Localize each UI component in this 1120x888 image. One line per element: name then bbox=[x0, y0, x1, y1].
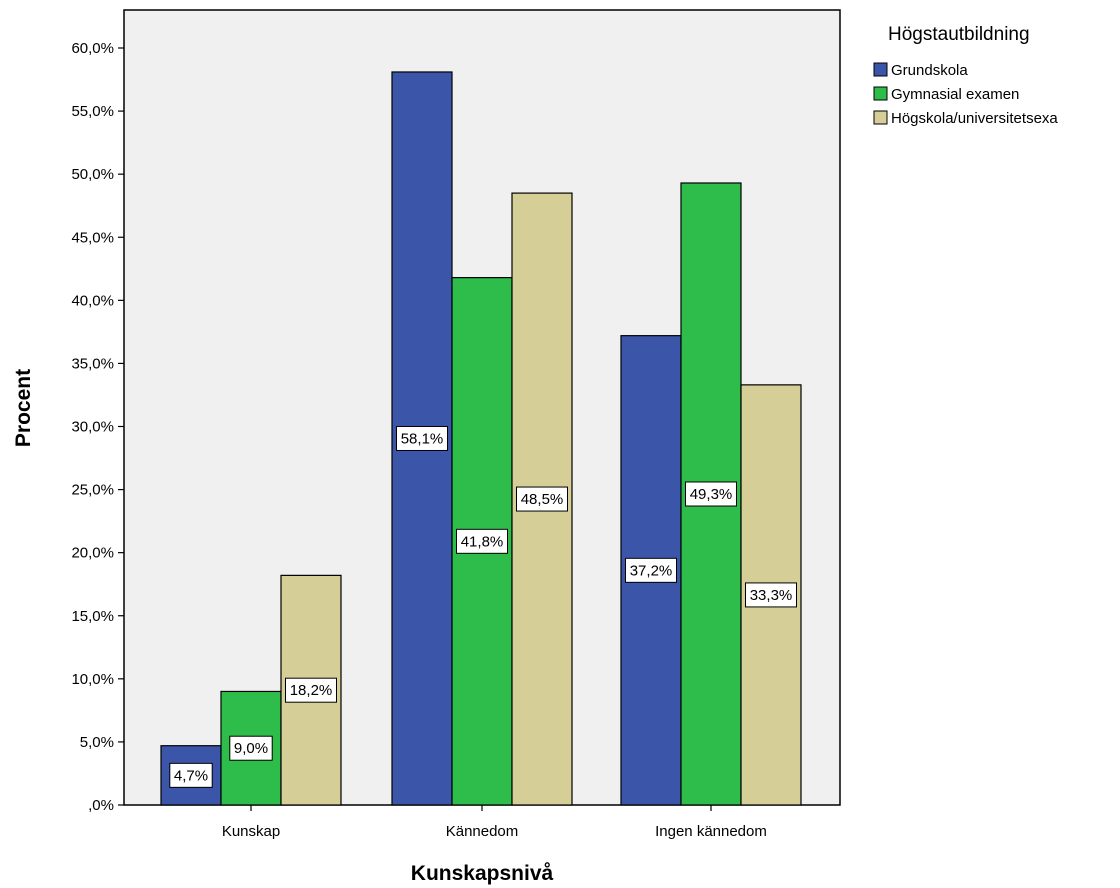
legend: Högstautbildning Grundskola Gymnasial exa… bbox=[873, 24, 1058, 127]
x-tick-label: Kännedom bbox=[446, 823, 519, 840]
y-tick-label: 10,0% bbox=[71, 671, 114, 688]
y-tick-label: 60,0% bbox=[71, 40, 114, 57]
data-labels: 4,7% 9,0% 18,2% 58,1% 41,8% 48,5% 37,2% 49,3% 33… bbox=[169, 425, 797, 788]
data-label: 49,3% bbox=[685, 481, 737, 507]
legend-label: Högskola/universitetsexa bbox=[891, 110, 1058, 127]
x-tick-label: Ingen kännedom bbox=[655, 823, 767, 840]
y-tick-label: 25,0% bbox=[71, 482, 114, 499]
legend-label: Grundskola bbox=[891, 62, 968, 79]
legend-swatch bbox=[873, 86, 888, 101]
data-label: 33,3% bbox=[745, 582, 797, 608]
y-tick-label: 5,0% bbox=[80, 734, 114, 751]
y-tick-label: 55,0% bbox=[71, 103, 114, 120]
data-label-text: 4,7% bbox=[174, 767, 208, 784]
x-tick-label: Kunskap bbox=[222, 823, 280, 840]
data-label-box bbox=[685, 481, 737, 507]
data-label: 37,2% bbox=[625, 557, 677, 583]
data-label: 41,8% bbox=[456, 528, 508, 554]
y-tick-label: 30,0% bbox=[71, 419, 114, 436]
data-label-text: 9,0% bbox=[234, 740, 268, 757]
y-tick-label: 15,0% bbox=[71, 608, 114, 625]
legend-swatch bbox=[873, 62, 888, 77]
legend-swatch bbox=[873, 110, 888, 125]
data-label-text: 41,8% bbox=[461, 533, 504, 550]
data-label-box bbox=[516, 486, 568, 512]
legend-label: Gymnasial examen bbox=[891, 86, 1019, 103]
y-axis-title: Procent bbox=[12, 369, 35, 447]
y-tick-label: 50,0% bbox=[71, 166, 114, 183]
data-label: 18,2% bbox=[285, 677, 337, 703]
data-label-box bbox=[229, 735, 273, 761]
legend-title: Högstautbildning bbox=[888, 24, 1030, 45]
data-label-text: 58,1% bbox=[401, 430, 444, 447]
y-tick-label: 40,0% bbox=[71, 292, 114, 309]
data-label-box bbox=[285, 677, 337, 703]
data-label-box bbox=[396, 425, 448, 451]
y-tick-label: 35,0% bbox=[71, 355, 114, 372]
data-label: 4,7% bbox=[169, 762, 213, 788]
y-axis: ,0% 5,0% 10,0% 15,0% 20,0% 25,0% 30,0% 35,0% 40,… bbox=[71, 40, 124, 814]
y-tick-label: ,0% bbox=[88, 797, 114, 814]
data-label: 48,5% bbox=[516, 486, 568, 512]
data-label-text: 37,2% bbox=[630, 562, 673, 579]
data-label-box bbox=[745, 582, 797, 608]
data-label-box bbox=[456, 528, 508, 554]
y-tick-label: 45,0% bbox=[71, 229, 114, 246]
y-tick-label: 20,0% bbox=[71, 545, 114, 562]
data-label-box bbox=[625, 557, 677, 583]
data-label: 58,1% bbox=[396, 425, 448, 451]
data-label-text: 49,3% bbox=[690, 486, 733, 503]
data-label-text: 18,2% bbox=[290, 682, 333, 699]
data-label-text: 33,3% bbox=[750, 587, 793, 604]
data-label-box bbox=[169, 762, 213, 788]
data-label-text: 48,5% bbox=[521, 491, 564, 508]
data-label: 9,0% bbox=[229, 735, 273, 761]
x-axis-title: Kunskapsnivå bbox=[411, 862, 554, 885]
x-axis: Kunskap Kännedom Ingen kännedom bbox=[222, 805, 767, 840]
